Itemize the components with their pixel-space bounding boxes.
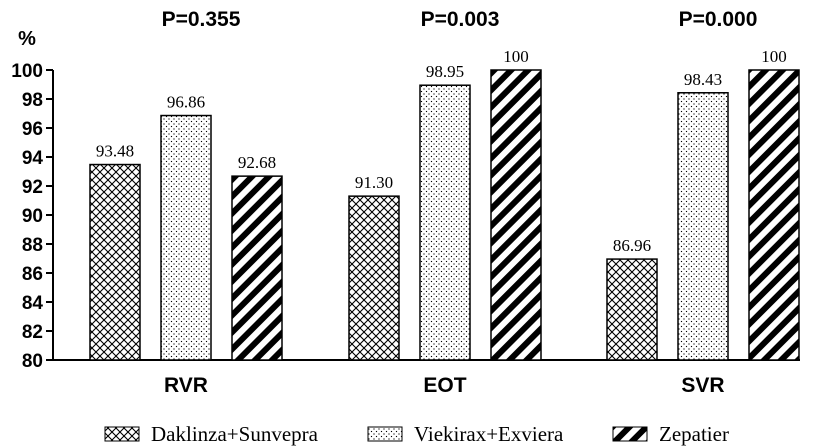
legend-item-crosshatch: Daklinza+Sunvepra xyxy=(104,422,319,446)
p-value-labels: P=0.355 P=0.003 P=0.000 xyxy=(162,8,758,31)
p-value-label: P=0.000 xyxy=(679,8,758,31)
x-category-label: EOT xyxy=(423,374,466,397)
x-category-labels: RVR EOT SVR xyxy=(164,374,725,397)
legend-item-diagonal: Zepatier xyxy=(612,422,729,446)
p-value-label: P=0.003 xyxy=(421,8,500,31)
data-label: 98.95 xyxy=(426,62,464,81)
data-label: 100 xyxy=(503,47,529,66)
bar-dots-svr xyxy=(677,92,729,361)
legend-label: Viekirax+Exviera xyxy=(414,422,564,446)
bar-diagonal-eot xyxy=(490,69,542,361)
p-value-label: P=0.355 xyxy=(162,8,241,31)
data-label: 92.68 xyxy=(238,153,276,172)
y-axis-label: % xyxy=(18,28,36,50)
x-category-label: RVR xyxy=(164,374,208,397)
legend-swatch xyxy=(104,426,140,442)
bars xyxy=(89,69,800,361)
bar-dots-rvr xyxy=(160,114,212,361)
bar-crosshatch-rvr xyxy=(89,163,141,361)
data-label: 96.86 xyxy=(167,93,205,112)
data-labels: 93.48 91.30 86.96 96.86 98.95 98.43 92.68 100 10… xyxy=(96,47,787,255)
y-tick-label: 100 xyxy=(11,61,43,82)
y-tick-label: 94 xyxy=(22,148,44,169)
y-tick-label: 80 xyxy=(22,351,43,372)
legend-swatch xyxy=(367,426,403,442)
bar-diagonal-rvr xyxy=(231,175,283,361)
data-label: 93.48 xyxy=(96,142,134,161)
y-tick-label: 98 xyxy=(22,90,43,111)
y-ticks: 80 82 84 86 88 90 92 94 96 98 100 xyxy=(11,61,53,372)
y-tick-label: 90 xyxy=(22,206,43,227)
y-tick-label: 84 xyxy=(22,293,44,314)
bar-dots-eot xyxy=(419,84,471,361)
x-category-label: SVR xyxy=(681,374,724,397)
y-tick-label: 96 xyxy=(22,119,43,140)
bar-crosshatch-svr xyxy=(606,258,658,361)
data-label: 98.43 xyxy=(684,70,722,89)
y-tick-label: 86 xyxy=(22,264,43,285)
bar-diagonal-svr xyxy=(748,69,800,361)
legend-item-dots: Viekirax+Exviera xyxy=(367,422,564,446)
y-tick-label: 82 xyxy=(22,322,43,343)
data-label: 86.96 xyxy=(613,236,651,255)
data-label: 91.30 xyxy=(355,173,393,192)
legend-swatch xyxy=(612,426,648,442)
legend-label: Daklinza+Sunvepra xyxy=(151,422,319,446)
legend-label: Zepatier xyxy=(659,422,729,446)
legend: Daklinza+Sunvepra Viekirax+Exviera Zepatie… xyxy=(104,422,729,446)
y-tick-label: 92 xyxy=(22,177,43,198)
y-tick-label: 88 xyxy=(22,235,43,256)
bar-crosshatch-eot xyxy=(348,195,400,361)
data-label: 100 xyxy=(761,47,787,66)
